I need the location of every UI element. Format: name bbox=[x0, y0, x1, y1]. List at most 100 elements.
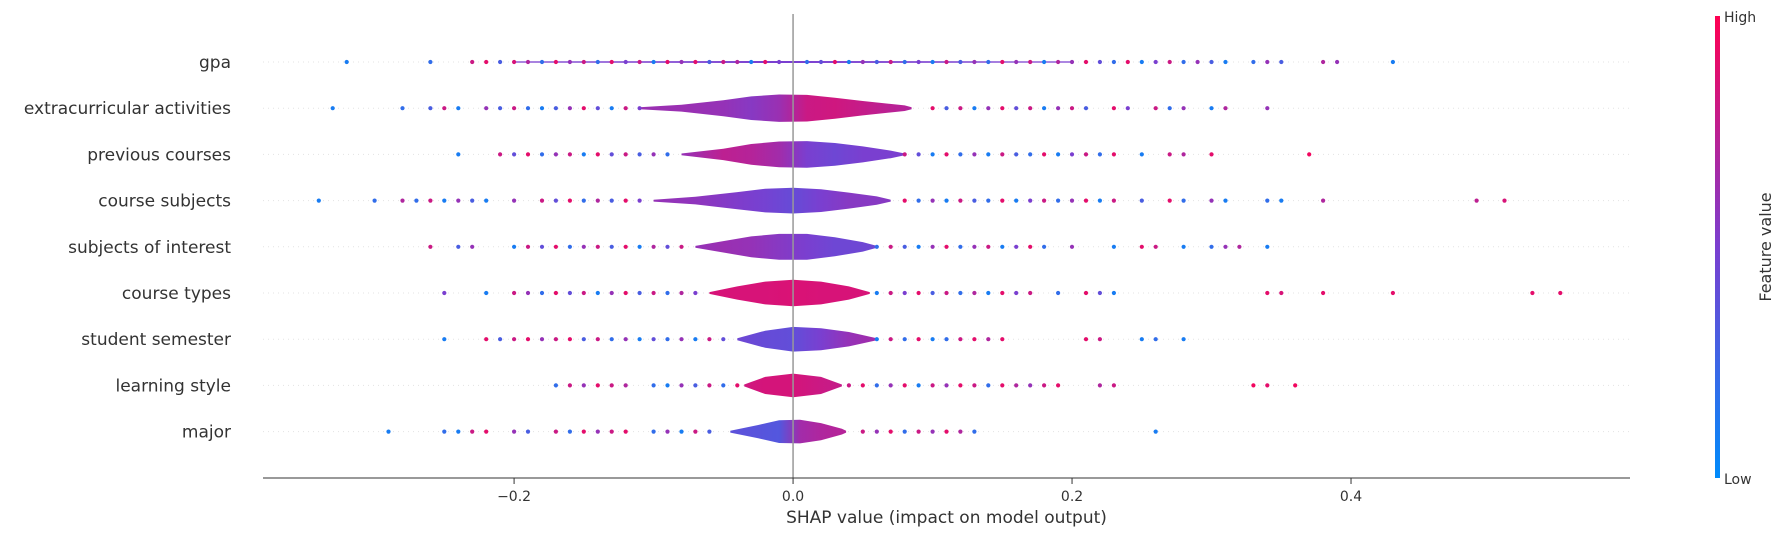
point-student-semester bbox=[1153, 337, 1158, 342]
point-course-types bbox=[679, 290, 684, 296]
point-subjects-of-interest bbox=[874, 244, 879, 249]
point-learning-style bbox=[595, 383, 600, 388]
point-extracurricular-activities bbox=[1125, 106, 1130, 111]
point-subjects-of-interest bbox=[679, 244, 684, 249]
point-subjects-of-interest bbox=[972, 244, 977, 249]
point-extracurricular-activities bbox=[944, 106, 949, 111]
point-learning-style bbox=[665, 383, 670, 388]
point-course-types bbox=[1083, 290, 1089, 296]
feature-label-course-types: course types bbox=[122, 284, 231, 304]
point-course-subjects bbox=[442, 198, 447, 203]
point-gpa bbox=[1097, 59, 1102, 65]
point-previous-courses bbox=[1181, 152, 1186, 157]
feature-label-previous-courses: previous courses bbox=[87, 145, 231, 165]
point-gpa bbox=[1028, 59, 1033, 65]
point-subjects-of-interest bbox=[986, 244, 991, 249]
point-student-semester bbox=[623, 337, 628, 342]
colorbar bbox=[1715, 16, 1720, 478]
point-extracurricular-activities bbox=[525, 106, 531, 111]
point-gpa bbox=[1223, 59, 1228, 65]
point-learning-style bbox=[1293, 383, 1298, 388]
point-course-types bbox=[1530, 290, 1535, 296]
point-learning-style bbox=[651, 383, 656, 388]
point-major bbox=[972, 429, 977, 434]
point-course-subjects bbox=[986, 198, 991, 203]
point-learning-style bbox=[1056, 383, 1061, 388]
point-subjects-of-interest bbox=[456, 244, 461, 249]
point-gpa bbox=[958, 59, 963, 65]
point-extracurricular-activities bbox=[428, 106, 433, 111]
point-gpa bbox=[846, 59, 852, 65]
point-course-subjects bbox=[511, 198, 517, 203]
point-gpa bbox=[484, 59, 489, 65]
point-course-types bbox=[484, 290, 489, 296]
point-gpa bbox=[986, 59, 991, 65]
point-extracurricular-activities bbox=[1042, 106, 1047, 111]
point-subjects-of-interest bbox=[902, 244, 907, 249]
point-previous-courses bbox=[1028, 152, 1033, 157]
point-student-semester bbox=[972, 337, 977, 342]
point-subjects-of-interest bbox=[930, 244, 935, 249]
point-extracurricular-activities bbox=[986, 106, 991, 111]
point-gpa bbox=[916, 59, 921, 65]
point-major bbox=[595, 429, 600, 434]
point-student-semester bbox=[1139, 337, 1144, 342]
point-extracurricular-activities bbox=[609, 106, 614, 111]
point-gpa bbox=[944, 59, 949, 65]
point-student-semester bbox=[665, 337, 670, 342]
point-student-semester bbox=[888, 337, 893, 342]
point-student-semester bbox=[539, 337, 545, 342]
point-previous-courses bbox=[930, 152, 935, 157]
point-extracurricular-activities bbox=[972, 106, 977, 111]
point-learning-style bbox=[1028, 383, 1033, 388]
point-gpa bbox=[1265, 59, 1270, 65]
point-course-types bbox=[1111, 290, 1116, 296]
point-course-subjects bbox=[1014, 198, 1019, 203]
point-course-types bbox=[986, 290, 991, 296]
point-extracurricular-activities bbox=[1181, 106, 1186, 111]
point-gpa bbox=[1139, 59, 1144, 65]
point-previous-courses bbox=[902, 152, 907, 157]
point-course-subjects bbox=[1181, 198, 1186, 203]
point-gpa bbox=[623, 59, 628, 65]
violin-major bbox=[730, 419, 847, 444]
point-course-subjects bbox=[553, 198, 559, 203]
point-gpa bbox=[581, 59, 586, 65]
point-extracurricular-activities bbox=[1167, 106, 1172, 111]
point-course-subjects bbox=[609, 198, 614, 203]
point-major bbox=[888, 429, 893, 434]
point-subjects-of-interest bbox=[623, 244, 628, 249]
point-course-subjects bbox=[1209, 198, 1214, 203]
point-course-subjects bbox=[1279, 198, 1284, 203]
point-course-subjects bbox=[567, 198, 573, 203]
point-student-semester bbox=[930, 337, 935, 342]
violin-course-subjects bbox=[653, 187, 891, 214]
point-extracurricular-activities bbox=[539, 106, 545, 111]
point-subjects-of-interest bbox=[553, 244, 559, 249]
point-course-subjects bbox=[1042, 198, 1047, 203]
point-gpa bbox=[1042, 59, 1047, 65]
point-gpa bbox=[721, 59, 726, 65]
point-course-types bbox=[1390, 290, 1395, 296]
point-gpa bbox=[1181, 59, 1186, 65]
point-course-types bbox=[595, 290, 600, 296]
point-course-types bbox=[525, 290, 531, 296]
point-extracurricular-activities bbox=[1014, 106, 1019, 111]
point-learning-style bbox=[1251, 383, 1256, 388]
point-gpa bbox=[749, 59, 754, 65]
point-student-semester bbox=[944, 337, 949, 342]
point-subjects-of-interest bbox=[944, 244, 949, 249]
point-previous-courses bbox=[511, 152, 517, 157]
point-subjects-of-interest bbox=[1181, 244, 1186, 249]
point-course-types bbox=[442, 290, 447, 296]
point-student-semester bbox=[693, 337, 698, 342]
point-extracurricular-activities bbox=[1083, 106, 1089, 111]
point-gpa bbox=[1279, 59, 1284, 65]
point-subjects-of-interest bbox=[1223, 244, 1228, 249]
point-gpa bbox=[777, 59, 782, 65]
feature-label-subjects-of-interest: subjects of interest bbox=[68, 238, 231, 258]
point-course-subjects bbox=[1056, 198, 1061, 203]
point-gpa bbox=[428, 59, 433, 65]
point-course-types bbox=[511, 290, 517, 296]
point-learning-style bbox=[930, 383, 935, 388]
